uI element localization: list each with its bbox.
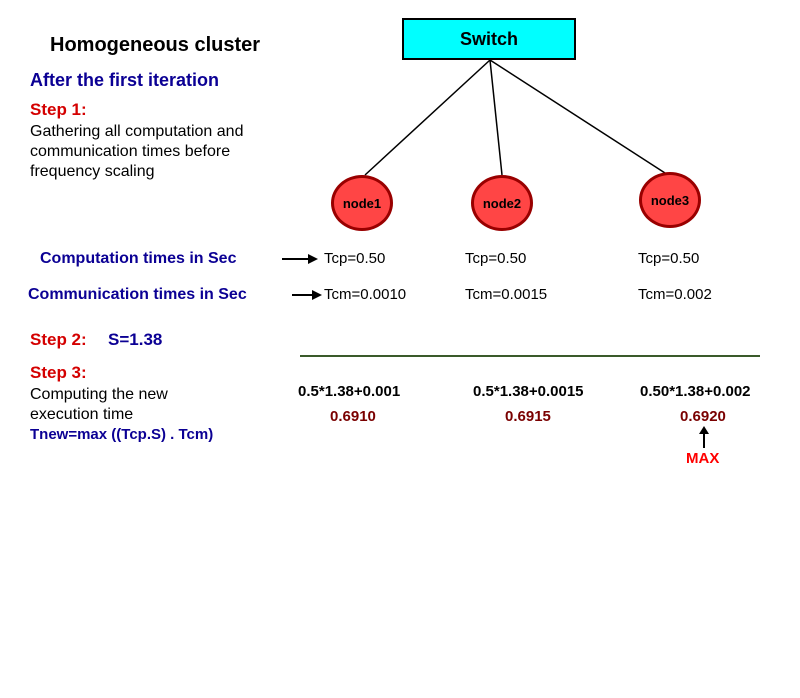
row-comp-label: Computation times in Sec (40, 250, 236, 268)
result-1: 0.6910 (330, 408, 376, 425)
page-title: Homogeneous cluster (50, 34, 260, 57)
step3-formula: Tnew=max ((Tcp.S) . Tcm) (30, 426, 213, 443)
result-3: 0.6920 (680, 408, 726, 425)
calc-1: 0.5*1.38+0.001 (298, 383, 400, 400)
tcp-2: Tcp=0.50 (465, 250, 526, 267)
node-2: node2 (471, 175, 533, 231)
step3-text: Computing the new execution time (30, 385, 168, 425)
s-value: S=1.38 (108, 330, 162, 350)
tcp-3: Tcp=0.50 (638, 250, 699, 267)
node-2-label: node2 (483, 196, 521, 211)
subtitle: After the first iteration (30, 70, 219, 91)
calc-2: 0.5*1.38+0.0015 (473, 383, 584, 400)
node-3: node3 (639, 172, 701, 228)
arrow-comp (280, 250, 320, 268)
tcm-2: Tcm=0.0015 (465, 286, 547, 303)
row-comm-label: Communication times in Sec (28, 286, 247, 304)
node-1: node1 (331, 175, 393, 231)
calc-3: 0.50*1.38+0.002 (640, 383, 751, 400)
step2-label: Step 2: (30, 330, 87, 350)
node-3-label: node3 (651, 193, 689, 208)
switch-box: Switch (402, 18, 576, 60)
divider-line (300, 355, 760, 357)
step1-label: Step 1: (30, 100, 87, 120)
result-2: 0.6915 (505, 408, 551, 425)
step3-label: Step 3: (30, 363, 87, 383)
arrow-max (695, 426, 713, 450)
tcm-3: Tcm=0.002 (638, 286, 712, 303)
node-1-label: node1 (343, 196, 381, 211)
switch-label: Switch (460, 29, 518, 50)
max-label: MAX (686, 450, 719, 467)
step1-text: Gathering all computation and communicat… (30, 122, 243, 182)
tcp-1: Tcp=0.50 (324, 250, 385, 267)
tcm-1: Tcm=0.0010 (324, 286, 406, 303)
